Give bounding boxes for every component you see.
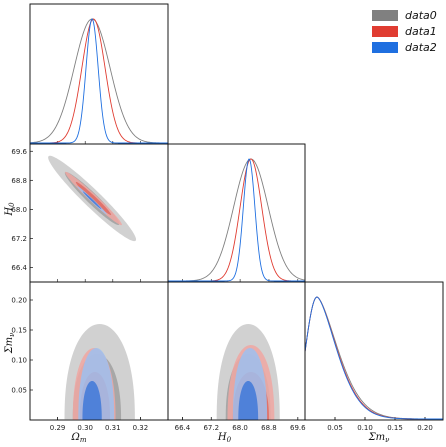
marginal-h0-data2 — [168, 158, 305, 282]
panel-border — [304, 281, 444, 421]
y-tick-label: 67.2 — [11, 235, 27, 243]
x-tick-label: 68.0 — [232, 424, 248, 432]
x-tick-label: 0.20 — [417, 424, 433, 432]
axis-label-om: Ωm — [71, 432, 87, 444]
contour-om-mnu-data2 — [82, 381, 102, 420]
axis-label-h0: H0 — [4, 202, 16, 217]
legend: data0 data1 data2 — [372, 9, 437, 54]
y-tick-label: 69.6 — [11, 148, 27, 156]
y-tick-label: 68.8 — [11, 177, 27, 185]
y-tick-label: 0.15 — [11, 327, 27, 335]
marginal-h0-data0 — [168, 158, 306, 282]
x-tick-label: 0.31 — [105, 424, 121, 432]
x-tick-label: 0.15 — [387, 424, 403, 432]
legend-label-data1: data1 — [405, 25, 437, 38]
y-tick-label: 0.20 — [11, 297, 27, 305]
panel-frame — [304, 281, 444, 421]
axis-label-mnu: Σmν — [4, 332, 16, 355]
y-tick-label: 0.05 — [11, 387, 27, 395]
y-tick-label: 0.10 — [11, 357, 27, 365]
legend-swatch-data0 — [372, 10, 398, 21]
x-tick-label: 0.10 — [357, 424, 373, 432]
marginal-om-data2 — [30, 18, 168, 144]
x-tick-label: 0.30 — [77, 424, 93, 432]
x-tick-label: 67.2 — [203, 424, 219, 432]
y-tick-label: 68.0 — [11, 206, 27, 214]
panels: 0.29 0.30 0.31 0.32 66.4 67.2 68.0 68.8 69.6 0.05… — [4, 3, 444, 444]
legend-label-data2: data2 — [405, 41, 437, 54]
marginal-om-data0 — [29, 18, 168, 144]
x-tick-label: 68.8 — [261, 424, 277, 432]
contour-om-h0-data2 — [82, 191, 102, 210]
x-tick-label: 66.4 — [175, 424, 191, 432]
axis-label-mnu: Σmν — [368, 432, 391, 444]
x-tick-label: 0.05 — [327, 424, 343, 432]
x-tick-label: 0.32 — [133, 424, 149, 432]
x-tick-label: 69.6 — [290, 424, 306, 432]
legend-swatch-data1 — [372, 26, 398, 37]
x-tick-label: 0.29 — [50, 424, 66, 432]
legend-label-data0: data0 — [405, 9, 437, 22]
y-tick-label: 66.4 — [11, 264, 27, 272]
axis-label-h0: H0 — [217, 432, 232, 444]
contour-om-h0-data1 — [75, 181, 112, 216]
legend-swatch-data2 — [372, 42, 398, 53]
contour-h0-mnu-data2 — [238, 381, 259, 420]
marginal-mnu-data2 — [304, 296, 443, 420]
